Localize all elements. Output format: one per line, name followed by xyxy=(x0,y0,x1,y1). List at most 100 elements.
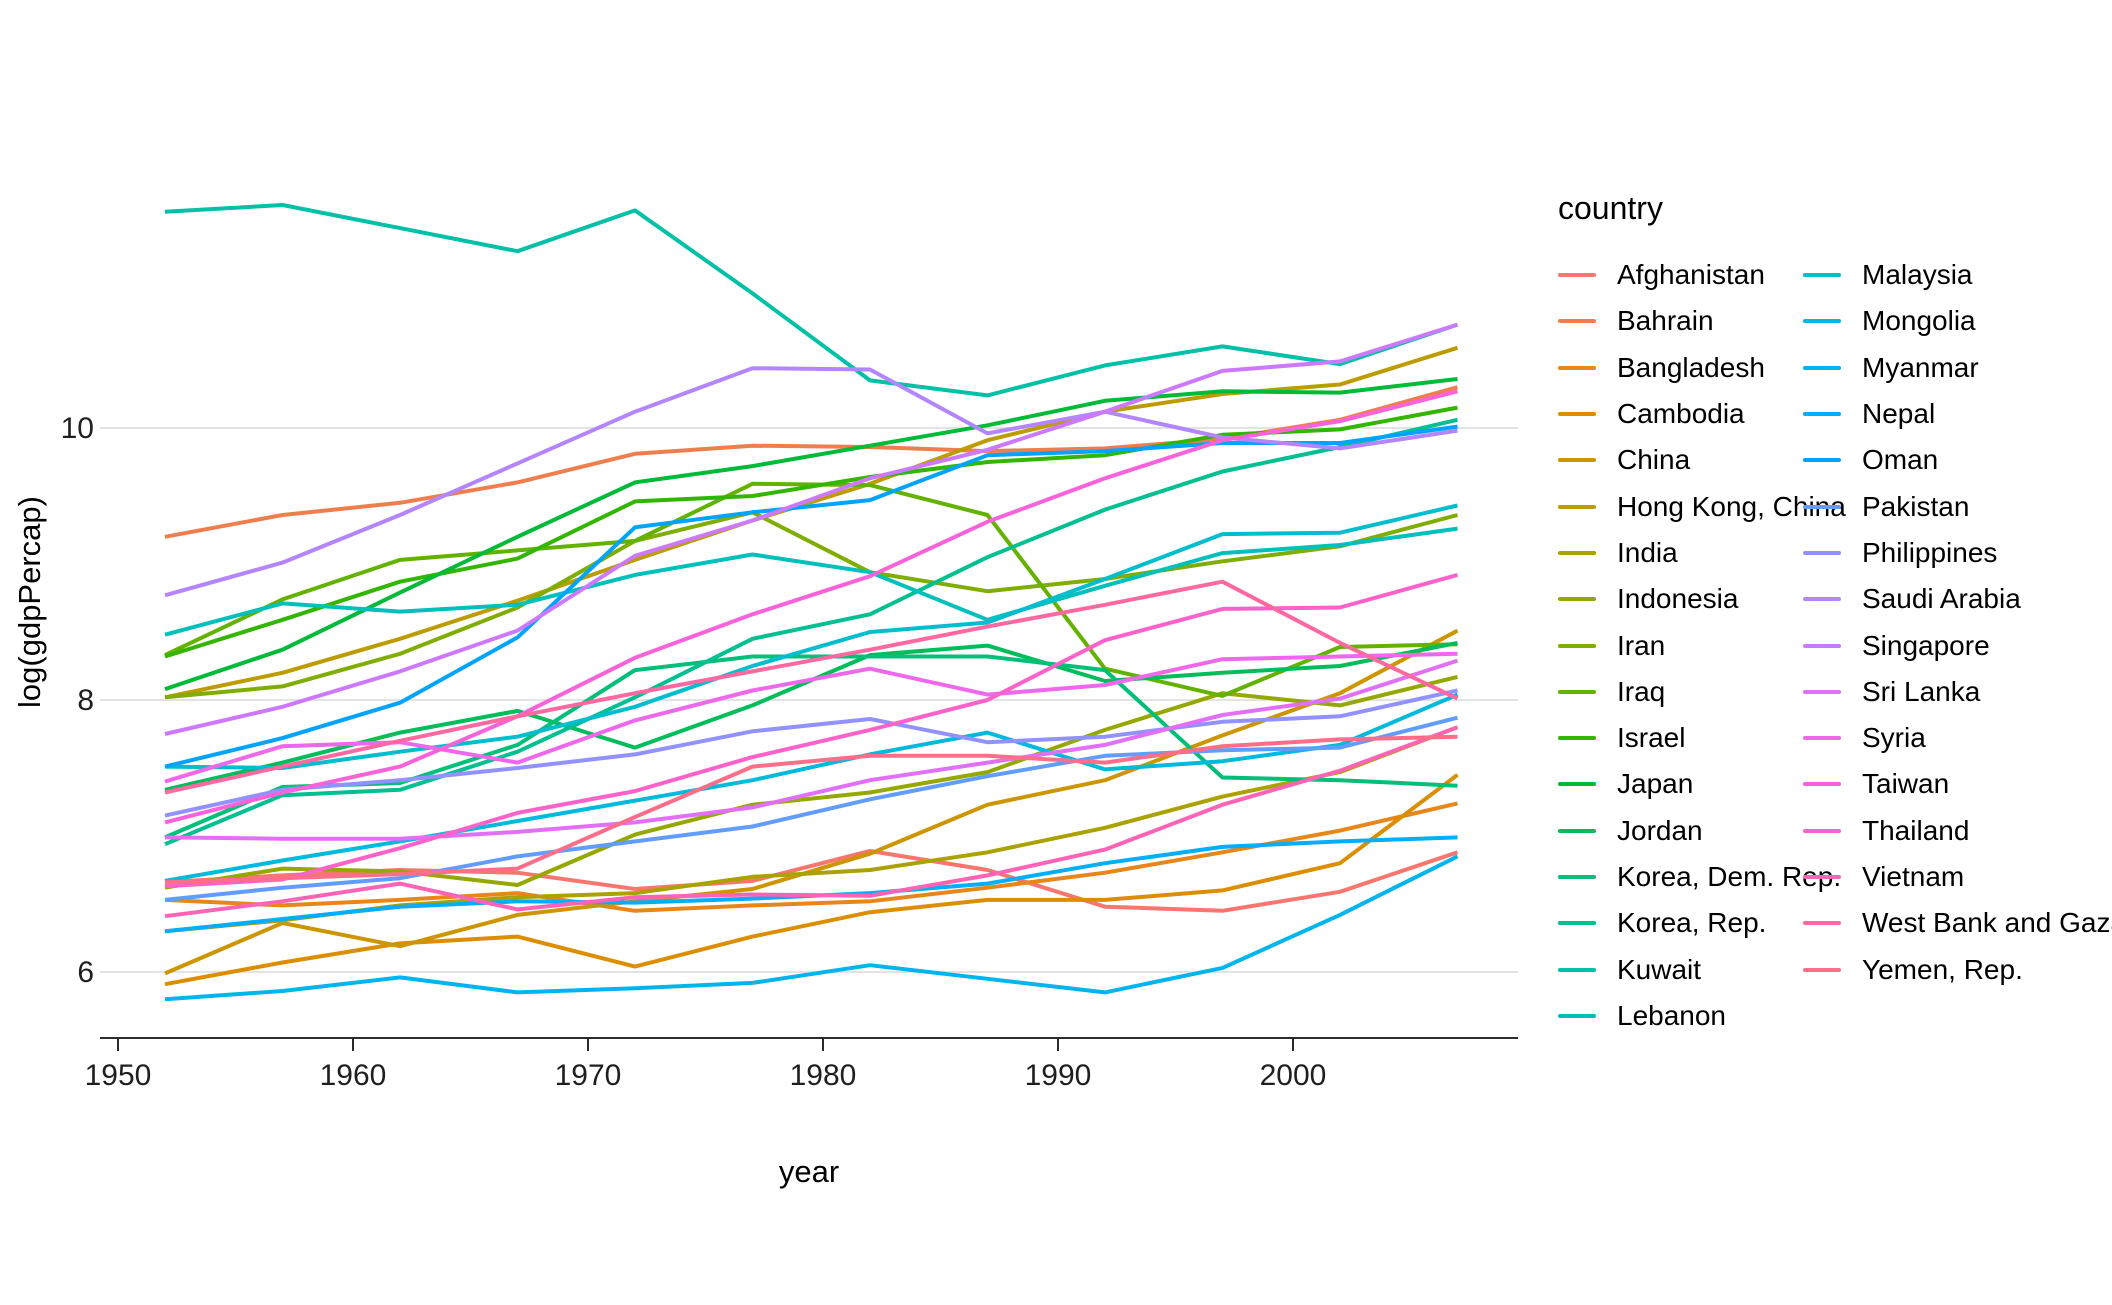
legend-item-label: Kuwait xyxy=(1617,953,1702,985)
legend-swatch-line xyxy=(1803,550,1841,555)
legend-item-label: Yemen, Rep. xyxy=(1862,953,2023,985)
legend-swatch-line xyxy=(1558,597,1596,602)
x-tick-label-1960: 1960 xyxy=(320,1059,387,1092)
legend-swatch-line xyxy=(1803,967,1841,972)
legend-swatch-line xyxy=(1803,458,1841,463)
legend-item-label: Pakistan xyxy=(1862,490,1970,522)
legend-item: Afghanistan xyxy=(1558,252,1803,298)
y-tick-label-10: 10 xyxy=(61,412,94,445)
x-tick-label-2000: 2000 xyxy=(1260,1059,1327,1092)
legend-item-label: Saudi Arabia xyxy=(1862,583,2021,615)
legend-item-label: Bahrain xyxy=(1617,305,1714,337)
legend-item-label: Nepal xyxy=(1862,398,1936,430)
legend-item: Taiwan xyxy=(1803,761,2112,807)
legend-item: Korea, Rep. xyxy=(1558,900,1803,946)
legend-swatch-line xyxy=(1803,782,1841,787)
line-saudi-arabia xyxy=(164,366,1458,598)
line-iraq xyxy=(164,481,1458,698)
legend-item: West Bank and Gaza xyxy=(1803,900,2112,946)
line-iran xyxy=(164,510,1459,700)
line-myanmar xyxy=(164,854,1459,1002)
legend-item-label: China xyxy=(1617,444,1691,476)
legend-item-label: Sri Lanka xyxy=(1862,675,1981,707)
line-vietnam xyxy=(164,725,1459,919)
line-lebanon xyxy=(164,526,1458,637)
legend-swatch-line xyxy=(1558,365,1596,370)
legend-swatch-line xyxy=(1558,319,1596,324)
legend-item-label: Taiwan xyxy=(1862,768,1950,800)
line-pakistan xyxy=(164,715,1458,902)
line-korea-rep xyxy=(164,417,1458,847)
y-axis-title: log(gdpPercap) xyxy=(12,496,47,708)
line-sri-lanka xyxy=(164,658,1459,841)
line-mongolia xyxy=(164,692,1459,883)
legend-swatch-line xyxy=(1558,967,1596,972)
line-israel xyxy=(164,405,1458,659)
legend-title: country xyxy=(1558,190,1663,226)
legend-swatch-line xyxy=(1803,273,1841,278)
line-singapore xyxy=(164,322,1459,736)
legend-item-label: Indonesia xyxy=(1617,583,1739,615)
legend-swatch-line xyxy=(1558,504,1596,509)
legend: country Afghanistan Bahrain Bangladesh Camb… xyxy=(1558,190,2112,1039)
y-tick-label-8: 8 xyxy=(77,684,94,717)
legend-swatch-line xyxy=(1803,643,1841,648)
tick-labels: 1950 1960 1970 1980 1990 2000 6 8 10 xyxy=(61,412,1327,1092)
legend-swatch-line xyxy=(1803,921,1841,926)
legend-swatch-line xyxy=(1803,365,1841,370)
legend-item: Philippines xyxy=(1803,530,2112,576)
line-thailand xyxy=(164,572,1459,889)
legend-swatch-line xyxy=(1558,875,1596,879)
y-tick-label-6: 6 xyxy=(77,956,94,989)
line-cambodia xyxy=(164,773,1459,987)
legend-item: Lebanon xyxy=(1558,993,1803,1039)
legend-item: Myanmar xyxy=(1803,345,2112,391)
legend-item: Nepal xyxy=(1803,391,2112,437)
legend-item-label: Korea, Rep. xyxy=(1617,907,1767,939)
legend-item: Malaysia xyxy=(1803,252,2112,298)
legend-swatch-line xyxy=(1803,504,1841,509)
legend-item: Oman xyxy=(1803,437,2112,483)
line-yemen-rep xyxy=(164,734,1458,885)
legend-item-label: West Bank and Gaza xyxy=(1862,907,2112,939)
legend-swatch-line xyxy=(1558,828,1596,833)
legend-item-label: Iraq xyxy=(1617,675,1666,707)
legend-item-label: Israel xyxy=(1617,722,1686,754)
legend-columns: Afghanistan Bahrain Bangladesh Cambodia Chin… xyxy=(1558,252,2112,1039)
legend-swatch-line xyxy=(1803,875,1841,879)
legend-item: Yemen, Rep. xyxy=(1803,946,2112,992)
line-china xyxy=(164,628,1459,976)
line-malaysia xyxy=(164,503,1458,770)
legend-item-label: Myanmar xyxy=(1862,351,1979,383)
legend-swatch-line xyxy=(1558,412,1596,417)
legend-swatch-line xyxy=(1558,689,1596,694)
data-lines xyxy=(164,203,1459,1002)
legend-item: Jordan xyxy=(1558,808,1803,854)
line-bangladesh xyxy=(164,801,1458,913)
line-indonesia xyxy=(164,674,1458,890)
x-tick-label-1980: 1980 xyxy=(790,1059,857,1092)
legend-swatch-line xyxy=(1803,828,1841,833)
legend-swatch-line xyxy=(1803,319,1841,324)
legend-swatch-line xyxy=(1558,550,1596,555)
legend-item: Singapore xyxy=(1803,622,2112,668)
legend-item-label: Cambodia xyxy=(1617,398,1745,430)
legend-item-label: Vietnam xyxy=(1862,861,1965,892)
legend-item: Indonesia xyxy=(1558,576,1803,622)
legend-item: Sri Lanka xyxy=(1803,669,2112,715)
legend-swatch-line xyxy=(1558,273,1596,278)
legend-item: Hong Kong, China xyxy=(1558,483,1846,529)
legend-item: Iran xyxy=(1558,622,1803,668)
line-philippines xyxy=(164,688,1458,818)
legend-item-label: Mongolia xyxy=(1862,305,1976,337)
line-japan xyxy=(164,377,1458,691)
legend-item: Thailand xyxy=(1803,808,2112,854)
legend-swatch-line xyxy=(1803,597,1841,602)
x-tick-label-1970: 1970 xyxy=(555,1059,622,1092)
legend-item: Bangladesh xyxy=(1558,345,1803,391)
legend-swatch-line xyxy=(1558,643,1596,648)
legend-item-label: Singapore xyxy=(1862,629,1990,661)
legend-swatch-line xyxy=(1558,458,1596,463)
